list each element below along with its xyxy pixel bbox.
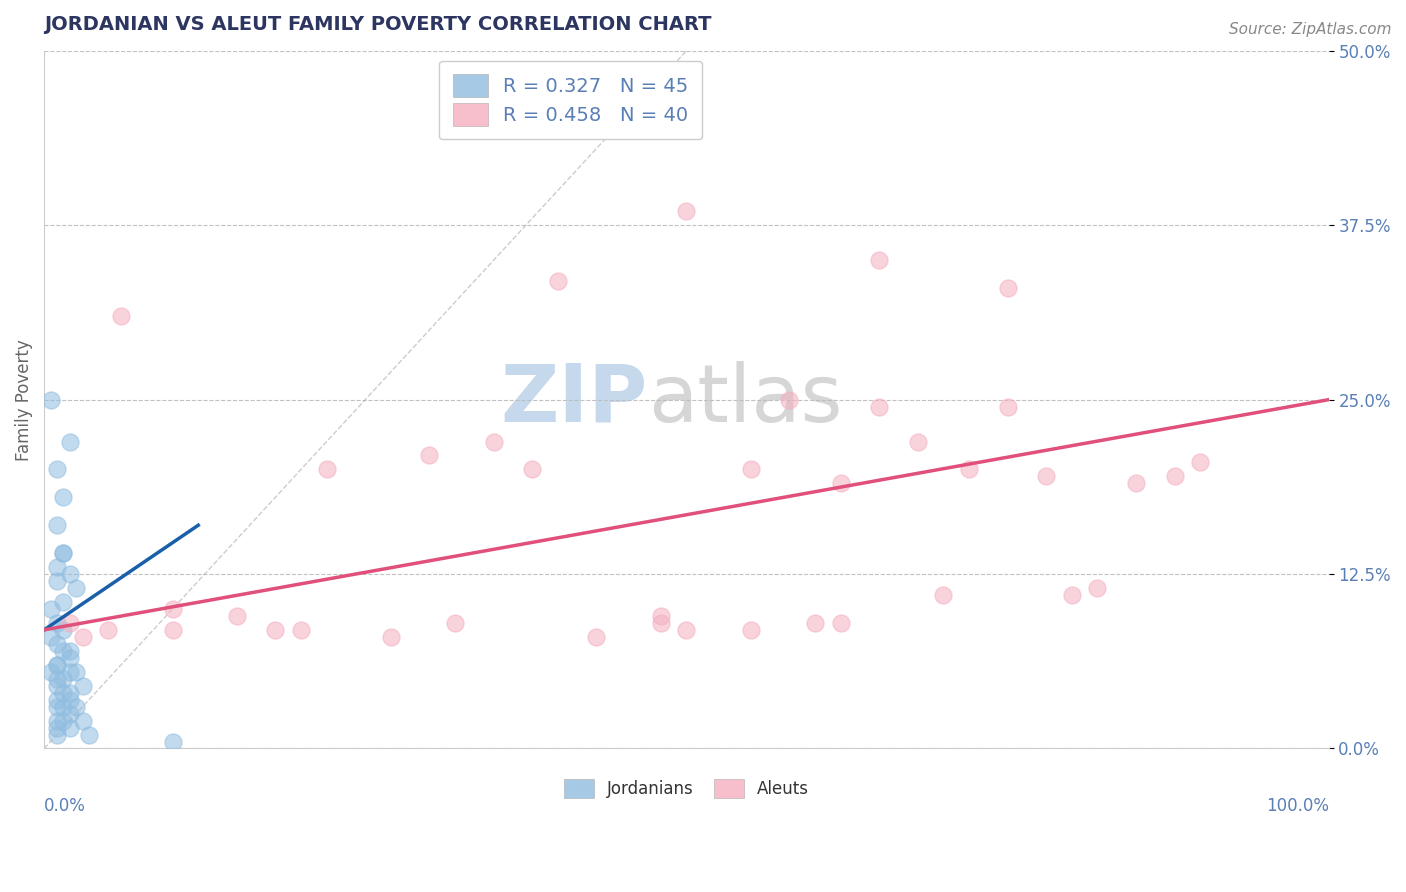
Point	[59, 615, 82, 630]
Point	[52, 714, 75, 728]
Point	[46, 672, 69, 686]
Y-axis label: Family Poverty: Family Poverty	[15, 339, 32, 460]
Point	[740, 462, 762, 476]
Point	[59, 665, 82, 679]
Point	[52, 672, 75, 686]
Point	[778, 392, 800, 407]
Point	[868, 253, 890, 268]
Point	[868, 400, 890, 414]
Point	[162, 734, 184, 748]
Point	[315, 462, 337, 476]
Point	[97, 623, 120, 637]
Point	[59, 644, 82, 658]
Point	[675, 204, 697, 219]
Point	[46, 657, 69, 672]
Point	[46, 637, 69, 651]
Point	[1163, 469, 1185, 483]
Point	[675, 623, 697, 637]
Point	[585, 630, 607, 644]
Point	[162, 623, 184, 637]
Point	[1087, 581, 1109, 595]
Point	[650, 615, 672, 630]
Point	[997, 281, 1019, 295]
Point	[52, 546, 75, 560]
Point	[650, 609, 672, 624]
Text: JORDANIAN VS ALEUT FAMILY POVERTY CORRELATION CHART: JORDANIAN VS ALEUT FAMILY POVERTY CORREL…	[44, 15, 711, 34]
Point	[522, 462, 544, 476]
Point	[804, 615, 827, 630]
Point	[72, 679, 94, 693]
Text: ZIP: ZIP	[501, 360, 648, 439]
Point	[65, 665, 87, 679]
Point	[997, 400, 1019, 414]
Point	[46, 727, 69, 741]
Point	[482, 434, 505, 449]
Point	[418, 449, 440, 463]
Point	[46, 699, 69, 714]
Point	[1189, 455, 1212, 469]
Point	[290, 623, 312, 637]
Point	[46, 518, 69, 533]
Point	[110, 309, 132, 323]
Point	[46, 714, 69, 728]
Point	[46, 692, 69, 706]
Point	[46, 721, 69, 735]
Point	[65, 699, 87, 714]
Point	[1035, 469, 1057, 483]
Point	[59, 686, 82, 700]
Point	[52, 644, 75, 658]
Point	[77, 727, 100, 741]
Point	[46, 657, 69, 672]
Point	[59, 650, 82, 665]
Text: 100.0%: 100.0%	[1265, 797, 1329, 815]
Point	[932, 588, 955, 602]
Point	[72, 714, 94, 728]
Point	[46, 462, 69, 476]
Point	[59, 706, 82, 721]
Point	[907, 434, 929, 449]
Point	[162, 602, 184, 616]
Text: Source: ZipAtlas.com: Source: ZipAtlas.com	[1229, 22, 1392, 37]
Point	[39, 392, 62, 407]
Point	[39, 630, 62, 644]
Point	[72, 630, 94, 644]
Point	[59, 567, 82, 582]
Point	[46, 679, 69, 693]
Legend: Jordanians, Aleuts: Jordanians, Aleuts	[553, 767, 821, 810]
Point	[59, 692, 82, 706]
Point	[547, 274, 569, 288]
Point	[264, 623, 287, 637]
Point	[65, 581, 87, 595]
Point	[52, 686, 75, 700]
Point	[39, 602, 62, 616]
Point	[225, 609, 247, 624]
Point	[740, 623, 762, 637]
Point	[52, 595, 75, 609]
Point	[52, 699, 75, 714]
Point	[380, 630, 402, 644]
Point	[39, 665, 62, 679]
Point	[46, 560, 69, 574]
Point	[444, 615, 467, 630]
Point	[830, 476, 852, 491]
Point	[1060, 588, 1083, 602]
Point	[52, 491, 75, 505]
Point	[957, 462, 980, 476]
Point	[59, 434, 82, 449]
Point	[830, 615, 852, 630]
Point	[52, 623, 75, 637]
Point	[59, 721, 82, 735]
Point	[46, 574, 69, 588]
Text: 0.0%: 0.0%	[44, 797, 86, 815]
Point	[52, 546, 75, 560]
Point	[46, 615, 69, 630]
Text: atlas: atlas	[648, 360, 842, 439]
Point	[1125, 476, 1147, 491]
